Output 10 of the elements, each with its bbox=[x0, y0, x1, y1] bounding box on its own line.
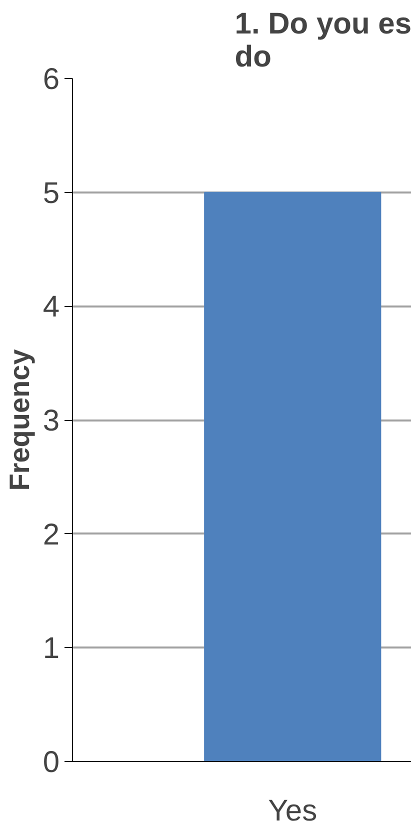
y-tick-label: 4 bbox=[42, 290, 60, 324]
y-axis-title: Frequency bbox=[4, 348, 35, 491]
y-tick-label: 5 bbox=[42, 176, 60, 210]
x-tick-label: Yes bbox=[268, 794, 318, 828]
y-tick-label: 2 bbox=[42, 518, 60, 552]
y-tick-label: 0 bbox=[42, 746, 60, 779]
y-tick-label: 3 bbox=[42, 404, 60, 438]
y-tick-label: 1 bbox=[42, 632, 60, 666]
y-tick-label: 6 bbox=[42, 63, 60, 96]
chart-title: 1. Do you es do bbox=[234, 8, 411, 74]
